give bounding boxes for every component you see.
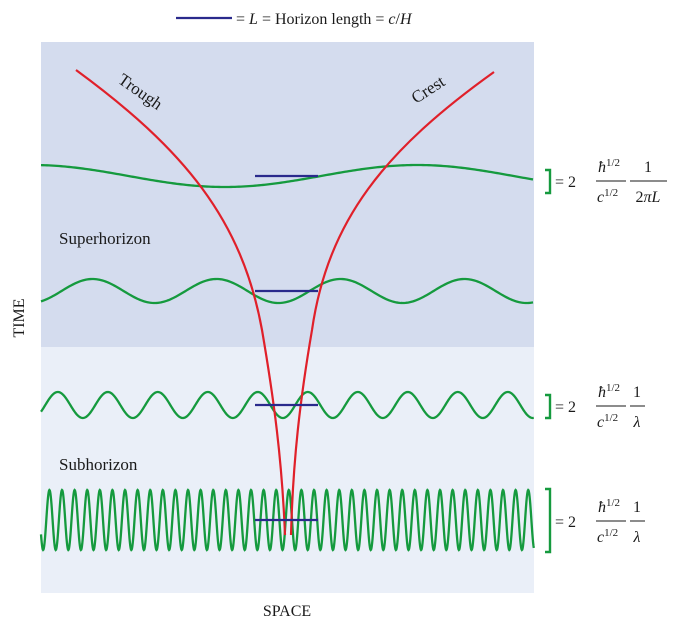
subhorizon-region bbox=[41, 347, 534, 593]
svg-text:= 2: = 2 bbox=[555, 174, 576, 191]
legend: = L = Horizon length = c/H bbox=[176, 11, 413, 28]
svg-text:c1/2: c1/2 bbox=[597, 412, 618, 431]
svg-text:1: 1 bbox=[633, 499, 641, 516]
svg-text:ħ1/2: ħ1/2 bbox=[598, 497, 620, 516]
svg-text:ħ1/2: ħ1/2 bbox=[598, 382, 620, 401]
amplitude-bracket-3 bbox=[545, 487, 552, 554]
svg-text:c1/2: c1/2 bbox=[597, 527, 618, 546]
amplitude-formula-3: = 2 ħ1/2 c1/2 1 λ bbox=[555, 497, 645, 546]
svg-text:λ: λ bbox=[633, 529, 641, 546]
wave-superhorizon-long bbox=[40, 163, 534, 189]
svg-text:ħ1/2: ħ1/2 bbox=[598, 157, 620, 176]
amplitude-formula-1: = 2 ħ1/2 c1/2 1 2πL bbox=[555, 157, 667, 206]
svg-text:c1/2: c1/2 bbox=[597, 187, 618, 206]
trough-curve bbox=[75, 69, 287, 536]
superhorizon-label: Superhorizon bbox=[59, 229, 151, 248]
time-axis-label: TIME bbox=[11, 298, 28, 337]
crest-curve bbox=[289, 71, 495, 536]
superhorizon-region bbox=[41, 42, 534, 347]
subhorizon-label: Subhorizon bbox=[59, 455, 138, 474]
svg-text:2πL: 2πL bbox=[636, 189, 661, 206]
svg-text:1: 1 bbox=[633, 384, 641, 401]
svg-text:= 2: = 2 bbox=[555, 514, 576, 531]
amplitude-formula-2: = 2 ħ1/2 c1/2 1 λ bbox=[555, 382, 645, 431]
amplitude-bracket-1 bbox=[545, 168, 552, 195]
wave-subhorizon-medium bbox=[40, 390, 534, 420]
space-axis-label: SPACE bbox=[263, 603, 311, 620]
wave-superhorizon-short bbox=[40, 277, 534, 305]
svg-text:λ: λ bbox=[633, 414, 641, 431]
legend-text: = L = Horizon length = c/H bbox=[236, 11, 413, 28]
wave-subhorizon-high-frequency bbox=[39, 488, 535, 552]
amplitude-bracket-2 bbox=[545, 393, 552, 420]
svg-text:= 2: = 2 bbox=[555, 399, 576, 416]
svg-text:1: 1 bbox=[644, 159, 652, 176]
